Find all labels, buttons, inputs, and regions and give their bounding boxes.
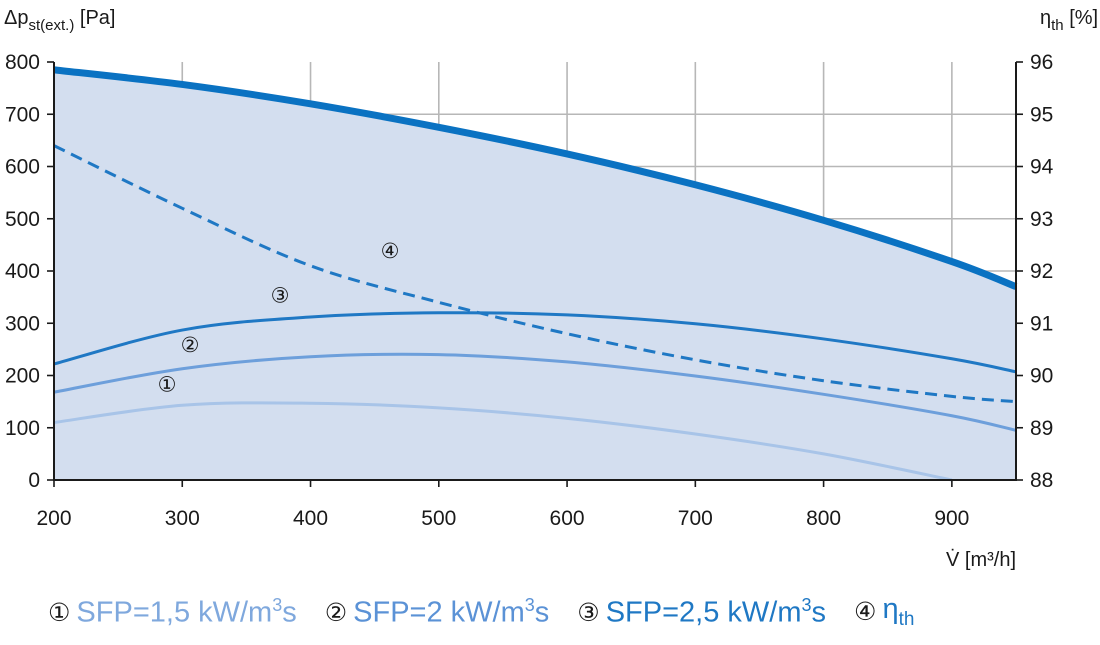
y-right-tick-label: 91 xyxy=(1030,312,1053,335)
legend-item-1: ① SFP=1,5 kW/m3s xyxy=(48,595,297,630)
x-tick-label: 700 xyxy=(678,507,713,530)
y-left-tick-label: 0 xyxy=(28,469,40,492)
series-1-marker: ① xyxy=(158,372,177,396)
y-axis-left-title: Δpst(ext.) [Pa] xyxy=(4,7,115,34)
series-4-marker: ④ xyxy=(381,239,400,263)
y-right-tick-label: 88 xyxy=(1030,469,1053,492)
x-axis-title: V̇ [m³/h] xyxy=(946,549,1016,571)
x-tick-label: 400 xyxy=(293,507,328,530)
legend-item-2: ② SFP=2 kW/m3s xyxy=(325,595,550,630)
x-tick-label: 500 xyxy=(421,507,456,530)
y-left-tick-label: 100 xyxy=(5,417,40,440)
y-right-tick-label: 95 xyxy=(1030,103,1053,126)
legend-label: SFP=1,5 kW/m3s xyxy=(76,594,297,629)
series-3-line xyxy=(53,311,1017,374)
series-lines xyxy=(53,66,1018,482)
y-left-tick-label: 200 xyxy=(5,365,40,388)
series-4-line xyxy=(53,144,1017,404)
legend-label: SFP=2 kW/m3s xyxy=(353,594,550,629)
y-right-tick-label: 93 xyxy=(1030,208,1053,231)
chart-svg: 200 300 400 500 600 700 800 900 0 100 200 300 400 500… xyxy=(4,7,1098,571)
envelope-fill xyxy=(54,69,1016,481)
y-left-tick-label: 600 xyxy=(5,156,40,179)
axis-titles: Δpst(ext.) [Pa] ηth [%] V̇ [m³/h] xyxy=(4,7,1098,571)
envelope-line xyxy=(53,66,1018,290)
legend-item-3: ③ SFP=2,5 kW/m3s xyxy=(577,595,826,630)
y-right-tick-label: 94 xyxy=(1030,156,1054,179)
y-axis-right-title: ηth [%] xyxy=(1040,7,1098,34)
series-2-marker: ② xyxy=(181,333,200,357)
x-tick-label: 600 xyxy=(550,507,585,530)
legend-number: ② xyxy=(324,597,348,627)
envelope-area xyxy=(54,69,1016,481)
y-left-tick-label: 700 xyxy=(5,103,40,126)
x-tick-label: 900 xyxy=(934,507,969,530)
legend-label: ηth xyxy=(882,593,915,630)
series-3-marker: ③ xyxy=(271,284,290,308)
y-right-tick-label: 92 xyxy=(1030,260,1053,283)
legend-item-4: ④ ηth xyxy=(854,593,914,631)
y-left-tick-label: 500 xyxy=(5,208,40,231)
series-1-line xyxy=(53,401,953,482)
y-left-tick-label: 400 xyxy=(5,260,40,283)
legend-label: SFP=2,5 kW/m3s xyxy=(605,594,827,629)
y-left-tick-label: 300 xyxy=(5,312,40,335)
curve-markers: ①② ③ ④ xyxy=(158,239,400,396)
x-tick-label: 300 xyxy=(165,507,200,530)
y-right-tick-label: 96 xyxy=(1030,51,1053,74)
y-right-tick-label: 90 xyxy=(1030,365,1053,388)
legend-number: ③ xyxy=(577,597,600,627)
legend-number: ④ xyxy=(854,597,877,627)
legend: ① SFP=1,5 kW/m3s ② SFP=2 kW/m3s ③ SFP=2,5 kW/… xyxy=(48,590,1088,634)
series-2-line xyxy=(53,352,1017,432)
tick-labels: 200 300 400 500 600 700 800 900 0 100 200 300 400 500… xyxy=(5,51,1054,530)
y-left-tick-label: 800 xyxy=(5,51,40,74)
axes xyxy=(47,61,1023,487)
x-tick-label: 200 xyxy=(36,507,71,530)
y-right-tick-label: 89 xyxy=(1030,417,1053,440)
legend-number: ① xyxy=(48,597,71,627)
x-tick-label: 800 xyxy=(806,507,841,530)
